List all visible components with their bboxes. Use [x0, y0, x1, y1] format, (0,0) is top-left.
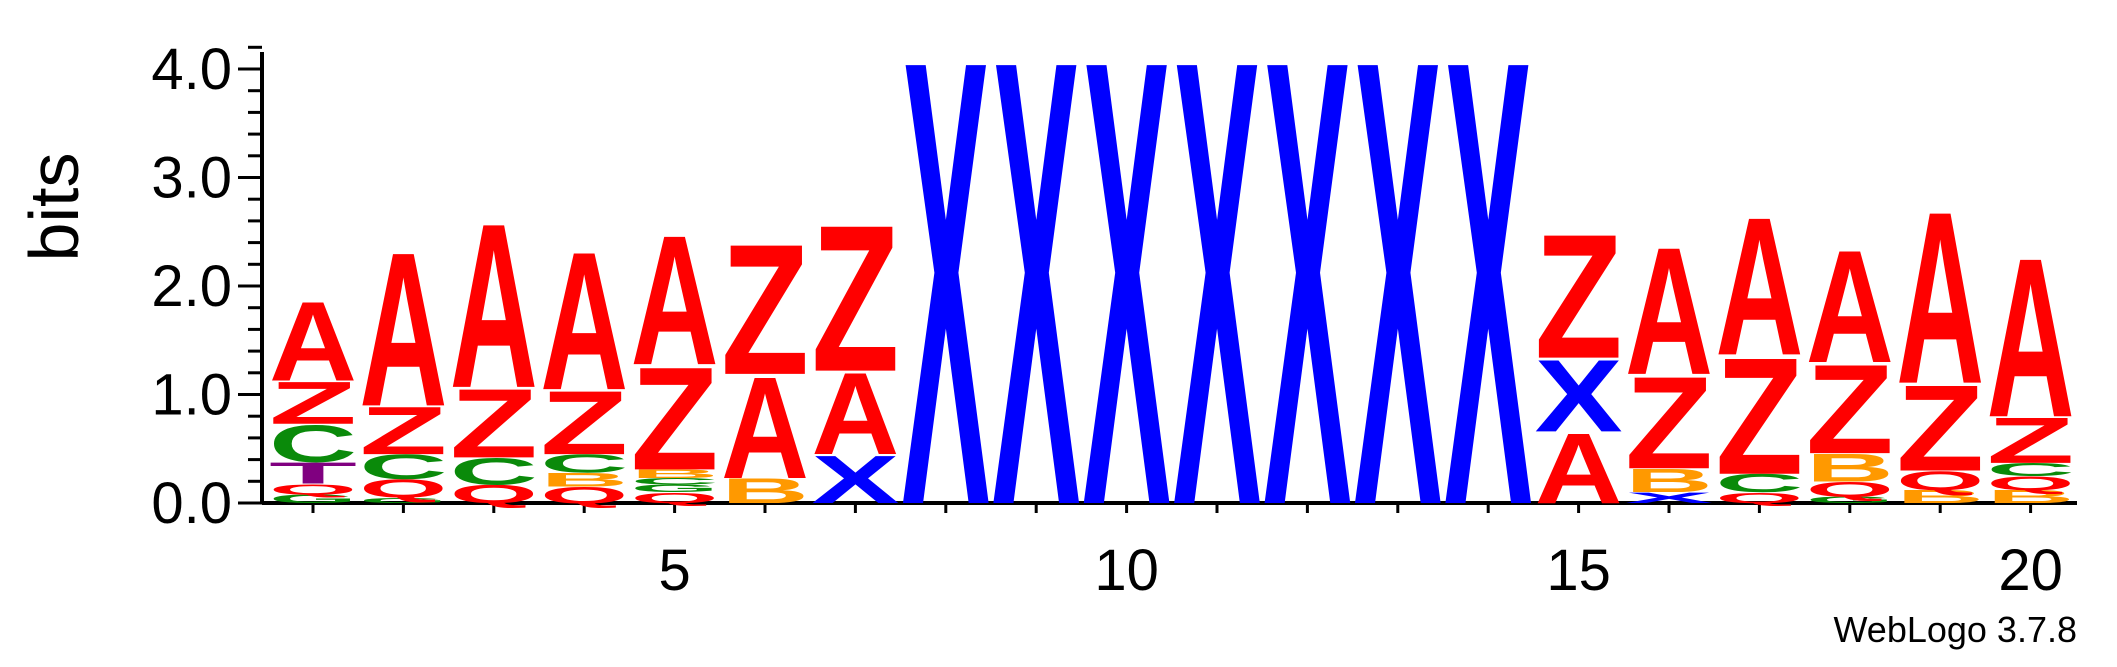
glyph-G: G [359, 496, 447, 505]
x-tick-label: 10 [1094, 538, 1159, 603]
glyph-G: G [269, 492, 357, 506]
glyph-C: C [540, 449, 628, 478]
glyph-Z: Z [721, 206, 809, 414]
glyph-X: X [811, 442, 899, 518]
glyph-X: X [1625, 489, 1713, 506]
glyph-B: B [631, 467, 719, 480]
glyph-X: X [1535, 339, 1623, 454]
y-axis-label: bits [15, 153, 93, 262]
glyph-Z: Z [1896, 360, 1984, 497]
glyph-Q: Q [1715, 489, 1803, 506]
glyph-X: X [992, 0, 1081, 639]
glyph-B: B [1987, 487, 2075, 507]
glyph-X: X [1263, 0, 1352, 639]
glyph-B: B [1625, 462, 1713, 499]
x-tick-label: 15 [1546, 538, 1611, 603]
glyph-Q: Q [540, 483, 628, 508]
y-tick-label: 4.0 [151, 37, 232, 102]
glyph-A: A [1535, 412, 1623, 524]
glyph-A: A [631, 198, 719, 405]
logo-column-12: X [1263, 0, 1352, 639]
glyph-A: A [1625, 209, 1713, 412]
glyph-X: X [1444, 0, 1533, 639]
glyph-Z: Z [1715, 324, 1803, 510]
glyph-Z: Z [359, 392, 447, 468]
glyph-T: T [269, 456, 357, 490]
glyph-Q: Q [1896, 466, 1984, 496]
glyph-C: C [359, 448, 447, 487]
glyph-A: A [1806, 218, 1894, 397]
glyph-A: A [1715, 176, 1803, 396]
glyph-C: C [631, 476, 719, 486]
logo-column-11: X [1173, 0, 1262, 639]
glyph-B: B [1806, 446, 1894, 490]
glyph-C: C [1987, 460, 2075, 480]
glyph-Z: Z [269, 369, 357, 436]
glyph-G: G [1806, 495, 1894, 505]
x-tick-label: 20 [1998, 538, 2063, 603]
glyph-Z: Z [540, 372, 628, 474]
logo-column-14: X [1444, 0, 1533, 639]
glyph-Z: Z [1987, 404, 2075, 477]
logo-column-15: AXZ [1535, 198, 1623, 524]
glyph-X: X [902, 0, 991, 639]
glyph-Q: Q [631, 489, 719, 506]
y-tick-label: 1.0 [151, 363, 232, 428]
logo-column-7: XAZ [811, 182, 899, 518]
glyph-Z: Z [1625, 350, 1713, 497]
glyph-Z: Z [1535, 198, 1623, 396]
logo-column-8: X [902, 0, 991, 639]
logo-column-9: X [992, 0, 1081, 639]
glyph-X: X [1354, 0, 1443, 639]
glyph-B: B [721, 471, 809, 510]
glyph-C: C [1715, 469, 1803, 498]
glyph-B: B [540, 469, 628, 491]
logo-column-6: BAZ [721, 206, 809, 510]
glyph-Z: Z [450, 369, 538, 479]
y-tick-label: 0.0 [151, 471, 232, 536]
glyph-C: C [450, 451, 538, 493]
glyph-A: A [1896, 162, 1984, 436]
y-tick-label: 2.0 [151, 254, 232, 319]
glyph-C: C [269, 414, 357, 473]
glyph-A: A [811, 350, 899, 480]
glyph-A: A [450, 175, 538, 437]
glyph-B: B [1896, 487, 1984, 507]
y-tick-label: 3.0 [151, 146, 232, 211]
chart-axes: 0.0 1.0 2.0 3.0 4.0 5 10 15 20 [151, 37, 2077, 603]
glyph-Z: Z [631, 336, 719, 501]
glyph-Z: Z [811, 182, 899, 416]
glyph-Q: Q [269, 481, 357, 498]
x-tick-label: 5 [658, 538, 690, 603]
glyph-A: A [1987, 211, 2075, 465]
weblogo-version-label: WebLogo 3.7.8 [1833, 609, 2077, 650]
glyph-A: A [359, 206, 447, 452]
glyph-A: A [540, 211, 628, 431]
glyph-X: X [1083, 0, 1172, 639]
glyph-Q: Q [359, 475, 447, 504]
glyph-X: X [1173, 0, 1262, 639]
glyph-Q: Q [1806, 477, 1894, 501]
glyph-A: A [269, 277, 357, 404]
logo-column-13: X [1354, 0, 1443, 639]
glyph-A: A [721, 348, 809, 510]
glyph-G: G [631, 483, 719, 495]
logo-column-10: X [1083, 0, 1172, 639]
glyph-Q: Q [1987, 473, 2075, 495]
glyph-Q: Q [450, 480, 538, 509]
glyph-Z: Z [1806, 338, 1894, 480]
